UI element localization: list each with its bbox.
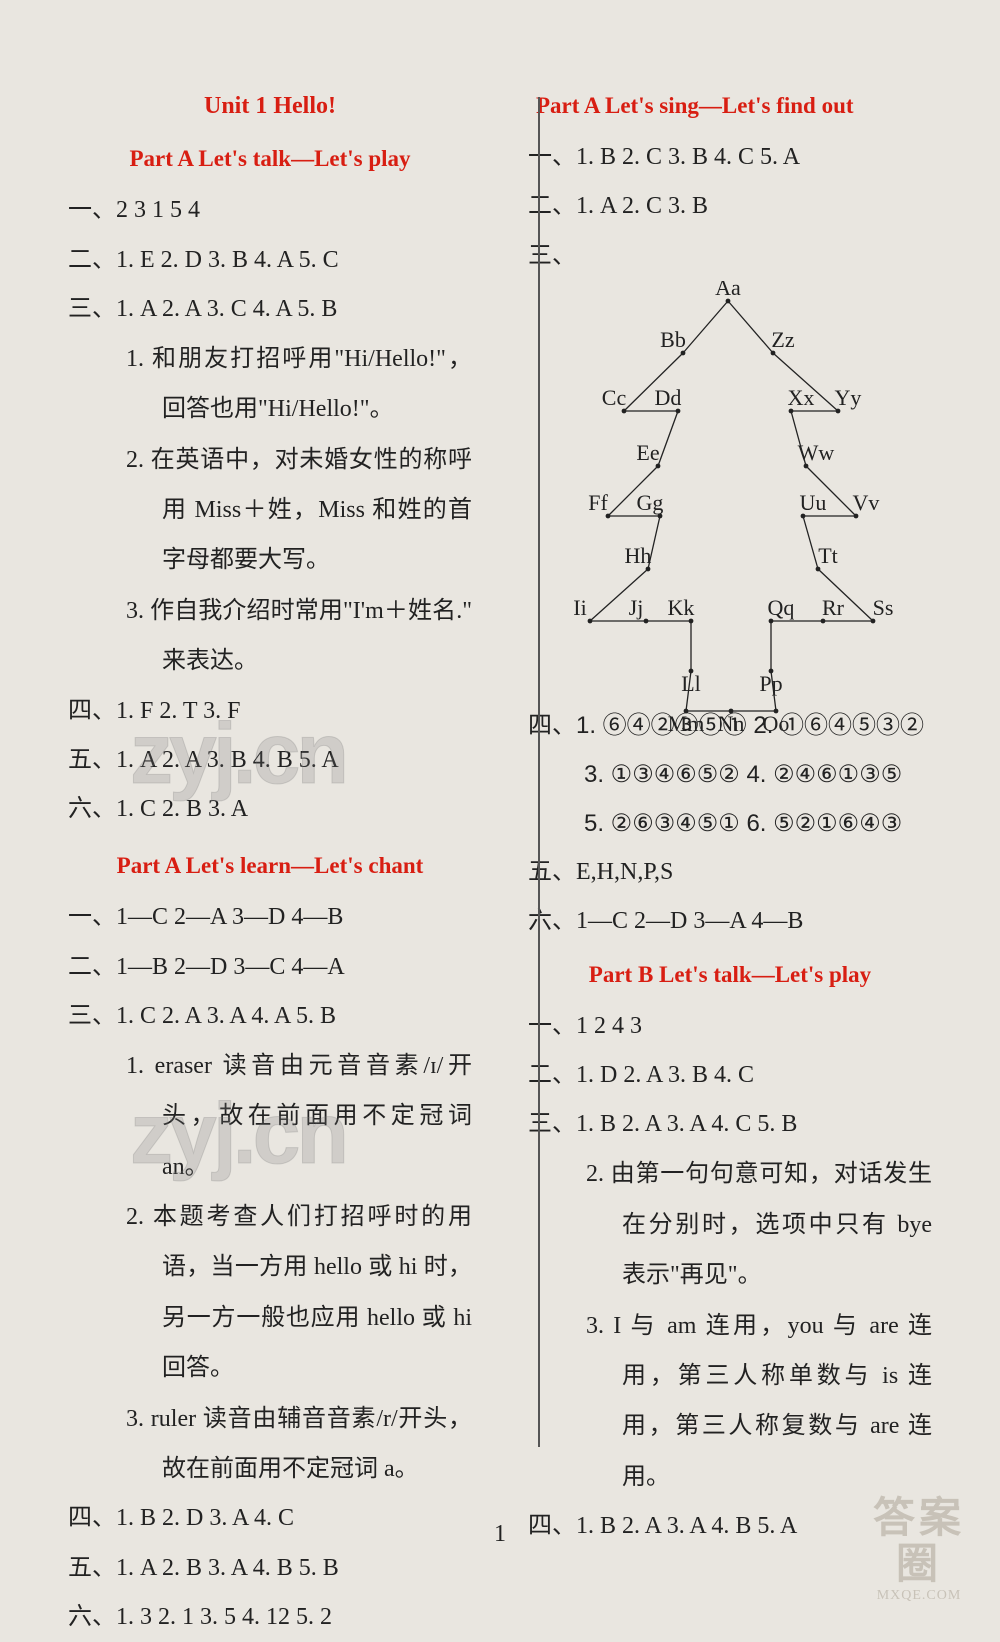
answer-line: 二、1. D 2. A 3. B 4. C	[528, 1051, 932, 1100]
svg-text:Nn: Nn	[718, 711, 745, 731]
svg-text:Qq: Qq	[768, 595, 795, 620]
svg-text:Bb: Bb	[660, 327, 686, 352]
unit-title: Unit 1 Hello!	[68, 82, 472, 131]
svg-text:Kk: Kk	[668, 595, 695, 620]
answer-line: 三、1. A 2. A 3. C 4. A 5. B	[68, 285, 472, 334]
svg-text:Vv: Vv	[853, 490, 880, 515]
svg-text:Jj: Jj	[629, 595, 644, 620]
answer-line: 一、1—C 2—A 3—D 4—B	[68, 893, 472, 942]
svg-text:Ll: Ll	[681, 671, 701, 696]
column-divider	[538, 97, 540, 1447]
svg-text:Xx: Xx	[788, 385, 815, 410]
explanation-note: 1. eraser 读音由元音音素/ɪ/开头，故在前面用不定冠词 an。	[68, 1041, 472, 1192]
svg-text:Mm: Mm	[668, 711, 705, 731]
svg-text:Ff: Ff	[588, 490, 608, 515]
answer-line: 5. ②⑥③④⑤① 6. ⑤②①⑥④③	[528, 799, 932, 848]
svg-text:Hh: Hh	[625, 543, 652, 568]
svg-text:Oo: Oo	[763, 711, 790, 731]
answer-line: 五、1. A 2. B 3. A 4. B 5. B	[68, 1544, 472, 1593]
answer-line: 二、1. E 2. D 3. B 4. A 5. C	[68, 236, 472, 285]
answer-line: 一、1 2 4 3	[528, 1002, 932, 1051]
svg-text:Zz: Zz	[771, 327, 794, 352]
svg-text:Dd: Dd	[655, 385, 682, 410]
svg-text:Rr: Rr	[822, 595, 845, 620]
answer-line: 六、1. 3 2. 1 3. 5 4. 12 5. 2	[68, 1593, 472, 1642]
explanation-note: 3. 作自我介绍时常用"I'm＋姓名." 来表达。	[68, 586, 472, 687]
page-number: 1	[0, 1521, 1000, 1548]
page: Unit 1 Hello! Part A Let's talk—Let's pl…	[40, 42, 960, 1477]
alphabet-tree-diagram: Aa Bb Zz Cc Dd Xx Yy Ee Ww Ff Gg Uu Vv Hh Tt Ii Jj Kk Qq Rr…	[528, 281, 932, 701]
answer-line: 三、1. B 2. A 3. A 4. C 5. B	[528, 1100, 932, 1149]
svg-text:Yy: Yy	[835, 385, 862, 410]
explanation-note: 2. 本题考查人们打招呼时的用语，当一方用 hello 或 hi 时，另一方一般…	[68, 1192, 472, 1394]
svg-text:Aa: Aa	[715, 281, 741, 300]
svg-text:Ee: Ee	[636, 440, 659, 465]
section-title-a2: Part A Let's learn—Let's chant	[68, 842, 472, 889]
svg-text:Ii: Ii	[573, 595, 586, 620]
answer-line: 3. ①③④⑥⑤② 4. ②④⑥①③⑤	[528, 750, 932, 799]
explanation-note: 2. 在英语中，对未婚女性的称呼用 Miss＋姓，Miss 和姓的首字母都要大写…	[68, 435, 472, 586]
explanation-note: 2. 由第一句句意可知，对话发生在分别时，选项中只有 bye 表示"再见"。	[528, 1149, 932, 1300]
footer-logo-url: MXQE.COM	[854, 1588, 984, 1604]
svg-text:Ss: Ss	[873, 595, 894, 620]
section-title-a3: Part A Let's sing—Let's find out	[528, 82, 932, 129]
footer-logo-text: 答案圈	[854, 1496, 984, 1588]
answer-line: 一、2 3 1 5 4	[68, 186, 472, 235]
answer-line: 四、1. F 2. T 3. F	[68, 687, 472, 736]
section-title-b1: Part B Let's talk—Let's play	[528, 951, 932, 998]
explanation-note: 3. ruler 读音由辅音音素/r/开头，故在前面用不定冠词 a。	[68, 1394, 472, 1495]
svg-text:Ww: Ww	[798, 440, 835, 465]
svg-text:Cc: Cc	[602, 385, 627, 410]
section-title-a1: Part A Let's talk—Let's play	[68, 135, 472, 182]
svg-text:Tt: Tt	[818, 543, 838, 568]
explanation-note: 1. 和朋友打招呼用"Hi/Hello!"，回答也用"Hi/Hello!"。	[68, 334, 472, 435]
answer-line: 三、1. C 2. A 3. A 4. A 5. B	[68, 992, 472, 1041]
footer-logo: 答案圈 MXQE.COM	[854, 1496, 984, 1586]
answer-line: 五、1. A 2. A 3. B 4. B 5. A	[68, 736, 472, 785]
left-column: Unit 1 Hello! Part A Let's talk—Let's pl…	[40, 42, 500, 1477]
answer-line: 一、1. B 2. C 3. B 4. C 5. A	[528, 133, 932, 182]
svg-text:Gg: Gg	[637, 490, 664, 515]
answer-line: 二、1—B 2—D 3—C 4—A	[68, 943, 472, 992]
answer-line: 三、	[528, 232, 932, 281]
answer-line: 六、1—C 2—D 3—A 4—B	[528, 897, 932, 946]
right-column: Part A Let's sing—Let's find out 一、1. B …	[500, 42, 960, 1477]
explanation-note: 3. I 与 am 连用，you 与 are 连用，第三人称单数与 is 连用，…	[528, 1301, 932, 1503]
answer-line: 五、E,H,N,P,S	[528, 848, 932, 897]
svg-text:Uu: Uu	[800, 490, 827, 515]
answer-line: 六、1. C 2. B 3. A	[68, 785, 472, 834]
answer-line: 二、1. A 2. C 3. B	[528, 182, 932, 231]
svg-text:Pp: Pp	[759, 671, 782, 696]
